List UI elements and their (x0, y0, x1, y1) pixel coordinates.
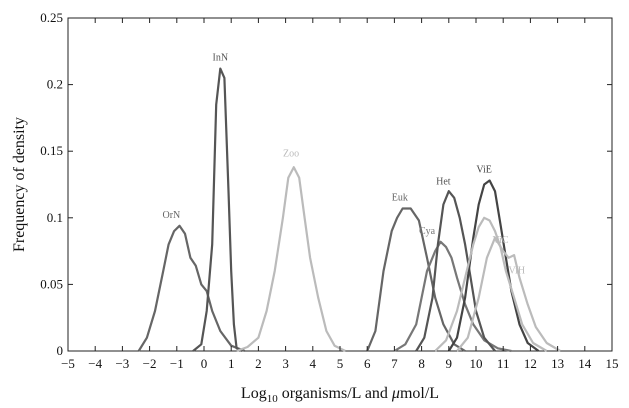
x-tick-label: 2 (255, 356, 262, 371)
y-tick-label: 0.1 (47, 210, 63, 225)
y-tick-label: 0.05 (40, 276, 63, 291)
x-tick-label: 15 (606, 356, 619, 371)
x-tick-label: −1 (170, 356, 184, 371)
y-tick-label: 0.2 (47, 77, 63, 92)
series-line-euk (366, 207, 466, 352)
x-tick-label: 6 (364, 356, 371, 371)
series-line-vie (447, 179, 540, 352)
x-tick-label: 1 (228, 356, 235, 371)
series-label-inn: InN (213, 53, 229, 64)
x-axis-label-subscript: 10 (267, 393, 279, 405)
x-tick-label: −2 (143, 356, 157, 371)
x-tick-label: 0 (201, 356, 208, 371)
y-axis-label: Frequency of density (11, 117, 28, 252)
series-line-cya (393, 240, 512, 353)
series-label-vie: ViE (476, 165, 492, 176)
y-tick-label: 0.15 (40, 143, 63, 158)
x-tick-label: 9 (446, 356, 453, 371)
series-label-orn: OrN (162, 210, 180, 221)
x-tick-label: 11 (497, 356, 510, 371)
x-tick-label: 8 (418, 356, 425, 371)
x-tick-label: −4 (88, 356, 102, 371)
x-tick-label: 13 (551, 356, 564, 371)
series-label-euk: Euk (392, 192, 408, 203)
plot-frame (67, 17, 613, 352)
x-tick-label: 5 (337, 356, 344, 371)
x-tick-label: 12 (524, 356, 537, 371)
x-tick-label: 7 (391, 356, 398, 371)
series-line-inn (192, 67, 243, 352)
x-axis-label: Log10 organisms/L and μmol/L (241, 385, 439, 405)
series-line-vih (456, 236, 561, 352)
x-tick-label: 4 (310, 356, 317, 371)
y-tick-label: 0.25 (40, 10, 63, 25)
series-label-cya: Cya (419, 226, 436, 237)
series-line-vic (434, 216, 548, 352)
series-group (137, 67, 561, 353)
series-label-zoo: Zoo (283, 149, 299, 160)
x-tick-label: 10 (470, 356, 483, 371)
series-labels: OrN InN Zoo Euk Cya Het ViE ViC ViH (162, 53, 525, 277)
x-axis-label-mu: μ (391, 385, 400, 402)
y-tick-label: 0 (57, 343, 64, 358)
x-tick-label: 14 (578, 356, 592, 371)
plot-area (67, 17, 613, 352)
x-axis-label-suffix: organisms/L and (278, 385, 392, 402)
series-label-het: Het (436, 177, 451, 188)
x-axis-label-prefix: Log (241, 385, 267, 402)
x-tick-label: −3 (115, 356, 129, 371)
series-label-vih: ViH (508, 266, 525, 277)
series-label-vic: ViC (492, 235, 508, 246)
x-axis-label-unit: mol/L (400, 385, 439, 402)
series-line-orn (137, 224, 246, 353)
series-line-zoo (236, 166, 346, 353)
x-tick-label: −5 (61, 356, 75, 371)
x-tick-label: 3 (282, 356, 289, 371)
axes: −5 −4 −3 −2 −1 0 1 2 3 4 5 6 7 8 9 10 11 12 13 14 1500.050.1… (40, 10, 618, 371)
